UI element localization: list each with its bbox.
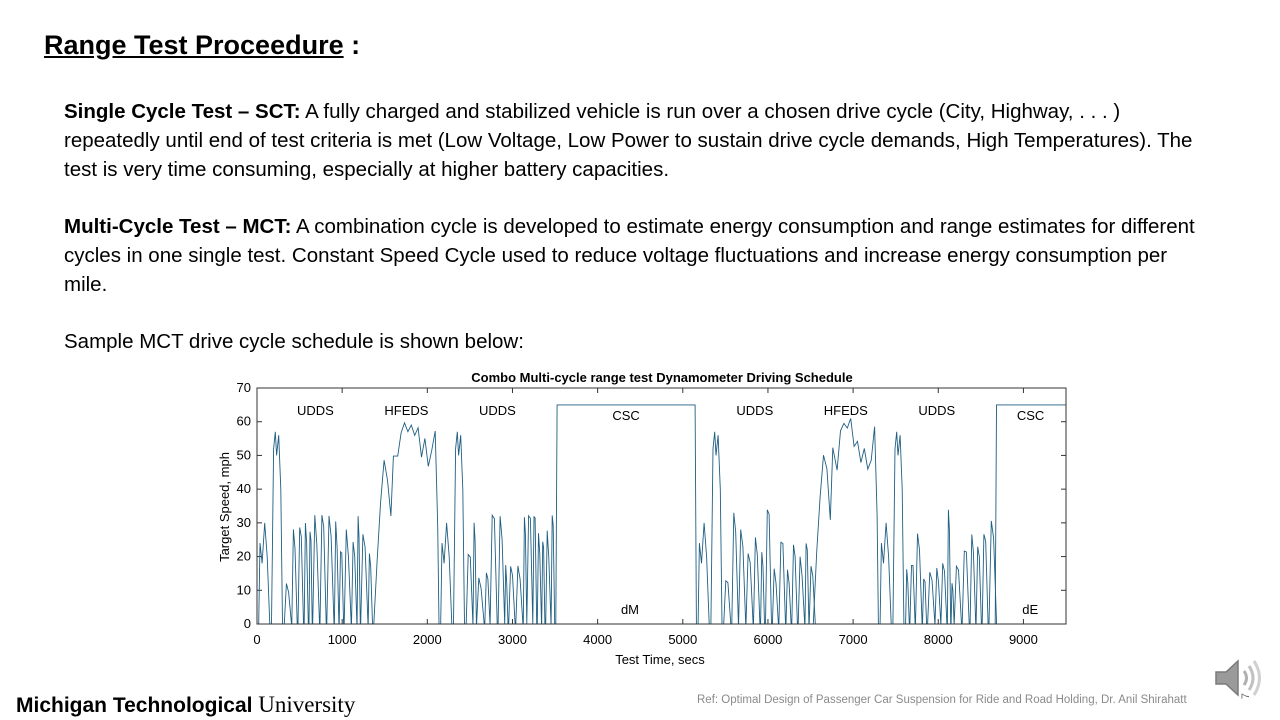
- x-tick-label: 2000: [413, 632, 442, 647]
- speaker-icon[interactable]: [1210, 650, 1266, 706]
- series-line-udds-6: [878, 431, 998, 625]
- segment-label: HFEDS: [824, 403, 868, 418]
- annotation-label: dE: [1022, 602, 1038, 617]
- x-tick-label: 1000: [328, 632, 357, 647]
- x-tick-label: 3000: [498, 632, 527, 647]
- logo-regular: University: [252, 692, 356, 717]
- series-line-csc-3: [555, 404, 697, 625]
- segment-label: HFEDS: [384, 403, 428, 418]
- y-tick-label: 10: [237, 582, 251, 597]
- drive-schedule-chart: Combo Multi-cycle range test Dynamometer…: [217, 370, 1067, 667]
- sct-heading: Single Cycle Test – SCT:: [64, 100, 301, 123]
- paragraph-sct: Single Cycle Test – SCT: A fully charged…: [64, 97, 1214, 184]
- series-line-csc-7: [994, 404, 1066, 625]
- title-text: Range Test Proceedure: [44, 30, 344, 60]
- paragraph-sample: Sample MCT drive cycle schedule is shown…: [64, 330, 524, 353]
- x-tick-label: 6000: [753, 632, 782, 647]
- x-tick-label: 8000: [924, 632, 953, 647]
- reference-note: Ref: Optimal Design of Passenger Car Sus…: [697, 694, 1187, 706]
- x-tick-label: 4000: [583, 632, 612, 647]
- y-axis-label: Target Speed, mph: [217, 452, 232, 562]
- slide-title: Range Test Proceedure :: [44, 30, 360, 61]
- segment-label: UDDS: [479, 403, 516, 418]
- plot-frame: [256, 387, 1067, 625]
- segment-label: CSC: [1017, 408, 1044, 423]
- y-tick-label: 70: [237, 380, 251, 395]
- x-tick-label: 9000: [1009, 632, 1038, 647]
- series-line-udds-4: [696, 431, 816, 625]
- y-tick-label: 0: [244, 616, 251, 631]
- chart-title: Combo Multi-cycle range test Dynamometer…: [471, 370, 852, 385]
- sct-text: A fully charged and stabilized vehicle i…: [64, 100, 1193, 181]
- segment-labels: UDDS HFEDS UDDS CSC UDDS HFEDS UDDS CSC dM dE: [297, 403, 1044, 617]
- university-logo: Michigan Technological University: [16, 692, 355, 718]
- y-tick-label: 40: [237, 481, 251, 496]
- paragraph-mct: Multi-Cycle Test – MCT: A combination cy…: [64, 212, 1214, 299]
- annotation-label: dM: [621, 602, 639, 617]
- segment-label: CSC: [612, 408, 639, 423]
- y-tick-label: 50: [237, 447, 251, 462]
- axis-ticks: 0 1000 2000 3000 4000 5000 6000 7000 8000 9000 0 10…: [237, 380, 1066, 647]
- speed-traces: [257, 404, 1066, 625]
- x-tick-label: 7000: [839, 632, 868, 647]
- x-axis-label: Test Time, secs: [615, 652, 705, 667]
- series-line-hfeds-5: [812, 418, 879, 625]
- segment-label: UDDS: [297, 403, 334, 418]
- series-line-hfeds-1: [373, 421, 440, 625]
- segment-label: UDDS: [918, 403, 955, 418]
- series-line-udds-2: [439, 431, 556, 625]
- series-line-udds-0: [257, 431, 374, 625]
- x-tick-label: 5000: [668, 632, 697, 647]
- title-suffix: :: [343, 30, 361, 60]
- mct-heading: Multi-Cycle Test – MCT:: [64, 215, 292, 238]
- logo-bold: Michigan Technological: [16, 694, 253, 717]
- x-tick-label: 0: [253, 632, 260, 647]
- page-number: 7: [1240, 692, 1253, 700]
- mct-text: A combination cycle is developed to esti…: [64, 215, 1195, 296]
- y-tick-label: 60: [237, 414, 251, 429]
- y-tick-label: 20: [237, 549, 251, 564]
- y-tick-label: 30: [237, 515, 251, 530]
- segment-label: UDDS: [736, 403, 773, 418]
